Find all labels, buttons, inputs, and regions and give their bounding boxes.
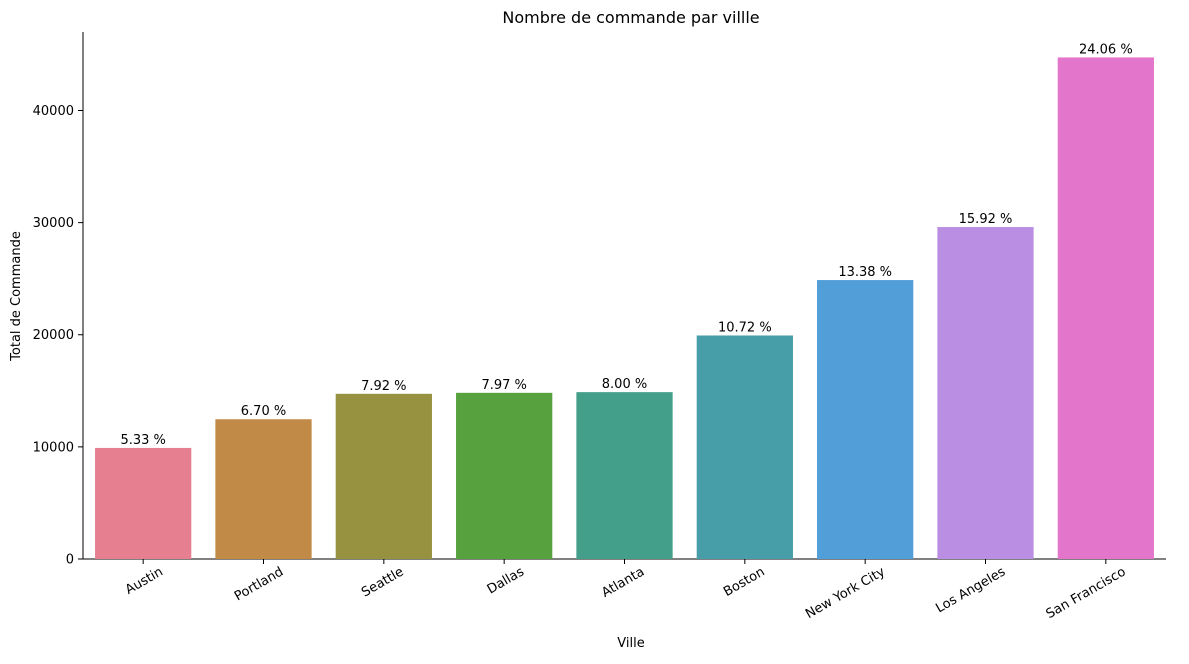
- bar: [576, 392, 673, 559]
- x-tick-label: Seattle: [359, 564, 406, 600]
- x-tick-label: Dallas: [485, 564, 527, 597]
- y-tick-label: 20000: [33, 328, 74, 343]
- x-tick-label: San Francisco: [1044, 564, 1129, 622]
- bar: [937, 227, 1034, 559]
- chart-title: Nombre de commande par villle: [502, 8, 759, 27]
- bar: [696, 335, 793, 559]
- bar-label: 13.38 %: [838, 265, 892, 280]
- bar: [95, 447, 192, 559]
- y-tick-label: 10000: [33, 440, 74, 455]
- y-tick-label: 30000: [33, 216, 74, 231]
- x-tick-label: Atlanta: [599, 564, 647, 600]
- y-tick-label: 40000: [33, 104, 74, 119]
- x-tick-label: Austin: [123, 564, 166, 597]
- bar: [215, 419, 312, 559]
- bar-label: 5.33 %: [120, 433, 165, 448]
- bar-label: 10.72 %: [718, 320, 772, 335]
- bar-label: 6.70 %: [241, 404, 286, 419]
- bar: [335, 393, 432, 559]
- x-tick-label: New York City: [803, 564, 888, 622]
- bar-label: 7.92 %: [361, 379, 406, 394]
- x-tick-label: Los Angeles: [933, 564, 1008, 616]
- x-axis-label: Ville: [617, 636, 644, 651]
- bar-label: 24.06 %: [1079, 42, 1133, 57]
- bar-label: 15.92 %: [959, 212, 1013, 227]
- x-tick-label: Portland: [232, 564, 286, 604]
- bar-label: 7.97 %: [481, 378, 526, 393]
- bar-label: 8.00 %: [602, 377, 647, 392]
- bar: [817, 280, 914, 559]
- x-tick-label: Boston: [721, 564, 767, 599]
- y-axis-label: Total de Commande: [9, 231, 24, 362]
- y-tick-label: 0: [66, 553, 74, 568]
- bar: [1057, 57, 1154, 560]
- bar: [456, 392, 553, 559]
